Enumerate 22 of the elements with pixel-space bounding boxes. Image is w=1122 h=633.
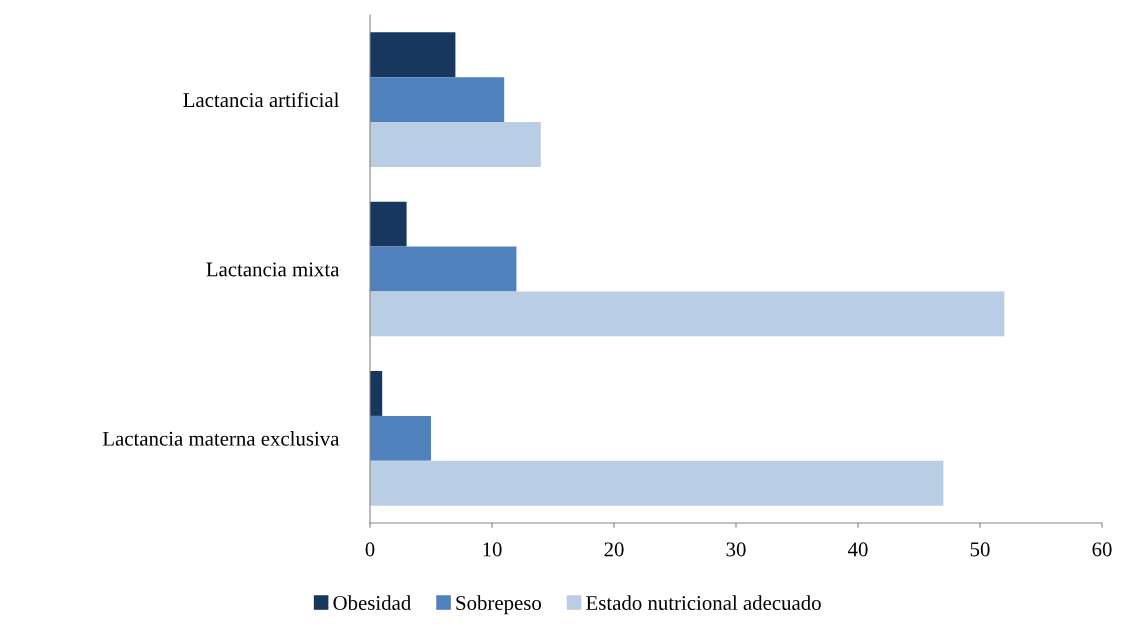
x-tick-label: 60 bbox=[1092, 542, 1112, 557]
bar bbox=[370, 201, 407, 247]
bar bbox=[370, 291, 1005, 337]
bar bbox=[370, 371, 383, 416]
legend-label: Sobrepeso bbox=[456, 595, 542, 615]
bar bbox=[370, 122, 541, 167]
x-tick-label: 0 bbox=[365, 542, 375, 557]
y-tick-label: Lactancia artificial bbox=[183, 92, 340, 108]
x-tick-label: 40 bbox=[847, 542, 868, 557]
x-tick-label: 10 bbox=[483, 542, 502, 557]
y-tick-label: Lactancia materna exclusiva bbox=[102, 431, 340, 446]
bar bbox=[370, 246, 517, 292]
x-tick-label: 30 bbox=[726, 542, 746, 557]
bar bbox=[370, 77, 505, 123]
bar bbox=[370, 415, 431, 461]
x-tick-label: 20 bbox=[604, 542, 624, 557]
bar bbox=[370, 32, 456, 78]
bar bbox=[370, 460, 944, 506]
legend-label: Obesidad bbox=[333, 595, 411, 611]
y-tick-label: Lactancia mixta bbox=[206, 262, 340, 277]
x-tick-label: 50 bbox=[970, 542, 990, 557]
legend-label: Estado nutricional adecuado bbox=[586, 595, 821, 611]
